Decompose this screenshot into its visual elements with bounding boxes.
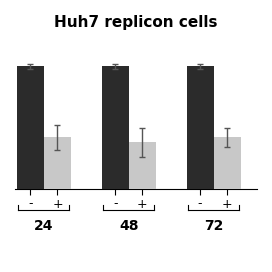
Bar <box>17 66 44 189</box>
Text: 72: 72 <box>204 219 223 233</box>
Bar <box>129 143 156 189</box>
Bar <box>44 137 71 189</box>
Bar <box>102 66 129 189</box>
Title: Huh7 replicon cells: Huh7 replicon cells <box>54 15 218 30</box>
Text: 24: 24 <box>34 219 54 233</box>
Bar <box>187 66 214 189</box>
Text: 48: 48 <box>119 219 138 233</box>
Bar <box>214 137 241 189</box>
